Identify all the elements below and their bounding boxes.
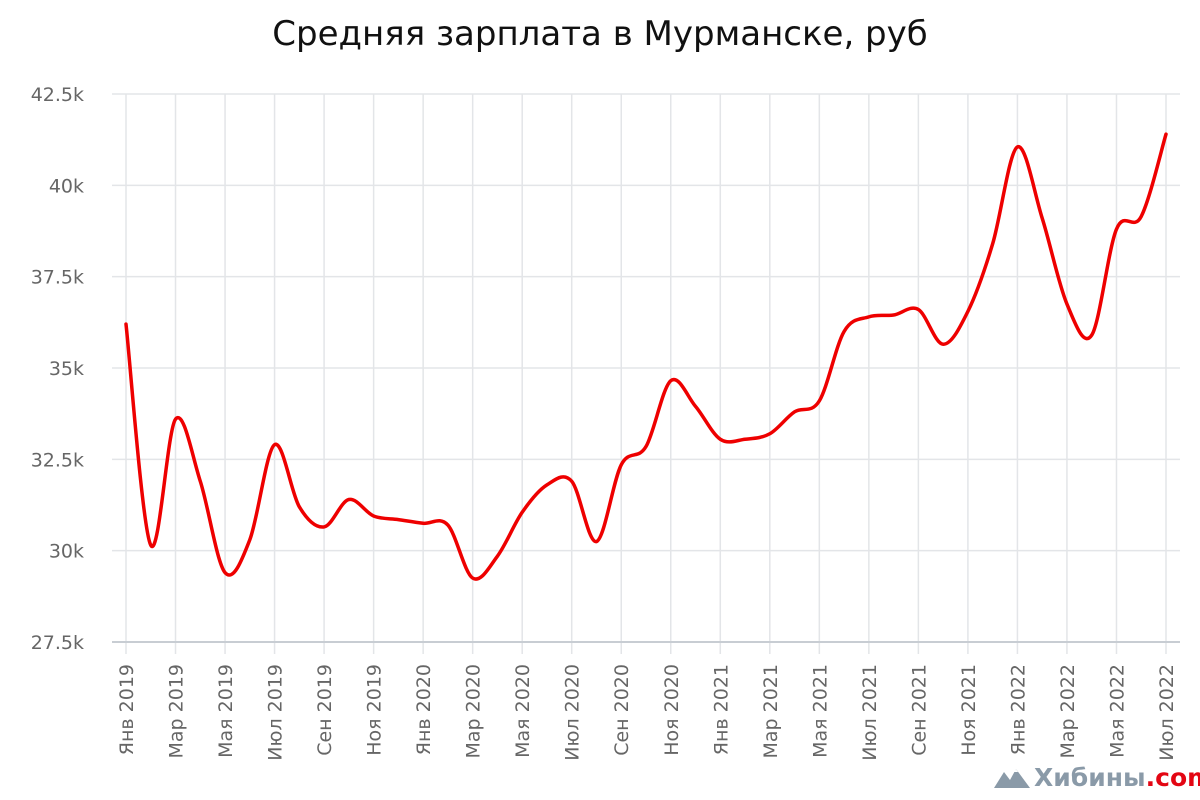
y-tick-label: 37.5k: [31, 267, 84, 289]
y-tick-label: 40k: [49, 175, 84, 197]
x-tick-label: Мар 2021: [760, 664, 782, 759]
x-tick-label: Июл 2019: [265, 664, 287, 761]
chart-title: Средняя зарплата в Мурманске, руб: [272, 14, 928, 54]
x-tick-label: Янв 2019: [116, 664, 138, 755]
x-tick-label: Мар 2020: [463, 664, 485, 759]
x-tick-label: Ноя 2021: [958, 664, 980, 756]
x-tick-label: Мая 2021: [809, 664, 831, 758]
x-tick-label: Янв 2020: [413, 664, 435, 755]
x-tick-label: Ноя 2020: [661, 664, 683, 756]
x-tick-label: Янв 2022: [1007, 664, 1029, 755]
y-tick-label: 42.5k: [31, 84, 84, 106]
mountains-icon: [994, 769, 1030, 788]
x-tick-label: Ноя 2019: [364, 664, 386, 756]
y-tick-label: 30k: [49, 541, 84, 563]
x-tick-label: Мая 2019: [215, 664, 237, 758]
y-tick-label: 32.5k: [31, 449, 84, 471]
series-line: [124, 132, 1168, 581]
x-tick-label: Июл 2022: [1156, 664, 1178, 761]
watermark-suffix: .com: [1145, 762, 1200, 792]
watermark-logo: Хибины.com: [994, 762, 1200, 792]
x-tick-label: Мар 2019: [166, 664, 188, 759]
x-tick-label: Сен 2020: [611, 664, 633, 756]
y-tick-label: 27.5k: [31, 632, 84, 654]
y-axis-ticks: 27.5k 30k 32.5k 35k 37.5k 40k 42.5k: [31, 84, 84, 654]
x-tick-label: Мая 2022: [1106, 664, 1128, 758]
horizontal-gridlines: [112, 93, 1180, 643]
x-tick-label: Янв 2021: [710, 664, 732, 755]
x-tick-label: Июл 2021: [859, 664, 881, 761]
x-tick-label: Мар 2022: [1057, 664, 1079, 759]
x-tick-label: Июл 2020: [562, 664, 584, 761]
y-tick-label: 35k: [49, 358, 84, 380]
x-tick-label: Сен 2019: [314, 664, 336, 756]
vertical-gridlines: [125, 94, 1167, 654]
x-axis-ticks: Янв 2019 Мар 2019 Мая 2019 Июл 2019 Сен 2019…: [116, 664, 1178, 761]
x-tick-label: Мая 2020: [512, 664, 534, 758]
x-tick-label: Сен 2021: [908, 664, 930, 756]
watermark-text: Хибины: [1034, 762, 1146, 792]
